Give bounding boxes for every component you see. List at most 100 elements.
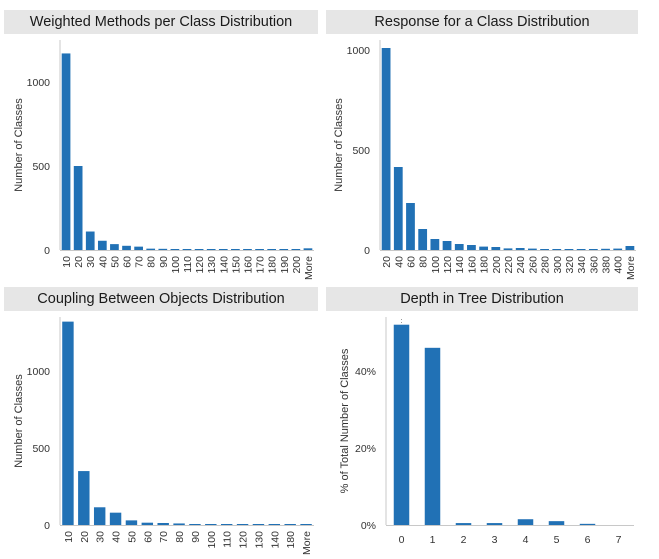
- rfc-bar: [527, 248, 537, 250]
- chart-panel-wmc: Weighted Methods per Class Distribution …: [4, 10, 318, 280]
- wmc-bar: [303, 248, 313, 250]
- dit-y-axis-label: % of Total Number of Classes: [339, 348, 351, 493]
- chart-dit: 0% 20% 40% % of Total Number of Classes 0 1 2 3…: [339, 317, 634, 546]
- cbo-bar: [268, 524, 281, 525]
- wmc-x-tick-label: 40: [97, 256, 109, 268]
- rfc-bar: [430, 239, 440, 250]
- rfc-x-tick-label: 280: [540, 256, 552, 274]
- rfc-y-tick-label: 0: [364, 245, 370, 257]
- rfc-x-tick-label: 160: [466, 256, 478, 274]
- wmc-bar: [170, 249, 180, 250]
- cbo-x-tick-label: 60: [142, 531, 154, 543]
- wmc-x-tick-label: 60: [122, 256, 134, 268]
- rfc-x-tick-label: 400: [613, 256, 625, 274]
- rfc-bar: [540, 249, 549, 250]
- rfc-x-tick-label: 100: [430, 256, 442, 274]
- cbo-x-tick-label: 50: [126, 531, 138, 543]
- cbo-x-tick-label: More: [301, 531, 313, 555]
- wmc-x-tick-label: 30: [85, 256, 97, 268]
- wmc-bar: [218, 249, 228, 250]
- cbo-y-tick-label: 0: [44, 520, 50, 532]
- rfc-bar: [381, 48, 391, 250]
- cbo-bar: [189, 524, 201, 525]
- rfc-bar: [467, 245, 476, 250]
- cbo-bar: [173, 523, 185, 525]
- dit-x-tick-label: 7: [616, 534, 622, 546]
- dit-x-tick-label: 3: [492, 534, 498, 546]
- rfc-x-tick-label: 80: [418, 256, 430, 268]
- wmc-bar: [267, 249, 277, 250]
- wmc-bar: [158, 248, 168, 250]
- rfc-x-tick-label: 240: [515, 256, 527, 274]
- chart-panel-cbo: Coupling Between Objects Distribution 0 5…: [4, 287, 318, 555]
- dit-x-tick-label: 6: [585, 534, 591, 546]
- wmc-bar: [182, 249, 192, 250]
- dit-bar: [393, 324, 410, 525]
- rfc-x-tick-label: 260: [527, 256, 539, 274]
- rfc-x-tick-label: 320: [564, 256, 576, 274]
- rfc-x-tick-label: 120: [442, 256, 454, 274]
- dit-y-tick-label: 40%: [355, 366, 376, 378]
- rfc-bar: [625, 246, 635, 250]
- rfc-bar: [613, 248, 623, 250]
- dit-bar: [486, 523, 503, 525]
- wmc-x-tick-label: 200: [291, 256, 303, 274]
- rfc-x-tick-label: 220: [503, 256, 515, 274]
- rfc-x-tick-label: 360: [588, 256, 600, 274]
- rfc-bar: [588, 249, 598, 250]
- rfc-y-tick-label: 500: [352, 145, 370, 157]
- rfc-y-tick-label: 1000: [347, 45, 371, 57]
- cbo-bar: [109, 512, 122, 525]
- cbo-y-tick-label: 500: [32, 443, 50, 455]
- wmc-bar: [122, 245, 131, 250]
- wmc-y-tick-label: 1000: [27, 77, 51, 89]
- chart-title-rfc: Response for a Class Distribution: [326, 10, 638, 34]
- wmc-bar: [134, 246, 143, 250]
- rfc-x-tick-label: 300: [552, 256, 564, 274]
- rfc-x-tick-label: 340: [576, 256, 588, 274]
- wmc-x-tick-label: 10: [61, 256, 73, 268]
- rfc-x-tick-label: More: [625, 256, 637, 280]
- wmc-bar: [146, 248, 156, 250]
- wmc-bar: [110, 244, 119, 250]
- cbo-y-axis-label: Number of Classes: [13, 374, 25, 468]
- dit-bar: [517, 519, 534, 525]
- cbo-x-tick-label: 30: [95, 531, 107, 543]
- rfc-bar: [515, 248, 525, 250]
- rfc-bar: [393, 167, 403, 250]
- cbo-bar: [300, 524, 312, 525]
- cbo-y-tick-label: 1000: [27, 366, 51, 378]
- chart-title-dit: Depth in Tree Distribution: [326, 287, 638, 311]
- rfc-bar: [491, 247, 501, 250]
- rfc-bar: [503, 248, 513, 250]
- rfc-bar: [552, 249, 562, 250]
- cbo-bar: [93, 507, 106, 525]
- wmc-x-tick-label: 120: [194, 256, 206, 274]
- wmc-x-tick-label: 90: [158, 256, 170, 268]
- wmc-bar: [85, 231, 95, 250]
- wmc-x-tick-label: 70: [134, 256, 146, 268]
- cbo-bar: [205, 524, 217, 525]
- rfc-y-axis-label: Number of Classes: [333, 98, 345, 192]
- dit-y-tick-label: 0%: [361, 520, 376, 532]
- dit-x-tick-label: 1: [430, 534, 436, 546]
- wmc-x-tick-label: 160: [242, 256, 254, 274]
- rfc-x-tick-label: 380: [601, 256, 613, 274]
- rfc-bar: [576, 249, 586, 250]
- cbo-x-tick-label: 40: [111, 531, 123, 543]
- cbo-x-tick-label: 70: [158, 531, 170, 543]
- chart-title-cbo: Coupling Between Objects Distribution: [4, 287, 318, 311]
- chart-panel-rfc: Response for a Class Distribution 0 500 10…: [326, 10, 638, 280]
- cbo-bar: [220, 524, 233, 525]
- wmc-x-tick-label: 80: [146, 256, 158, 268]
- cbo-x-tick-label: 110: [222, 531, 234, 548]
- rfc-bar: [406, 203, 415, 250]
- cbo-x-tick-label: 180: [285, 531, 297, 549]
- cbo-x-tick-label: 20: [79, 531, 91, 543]
- wmc-y-tick-label: 500: [32, 161, 50, 173]
- dit-bar: [548, 521, 565, 525]
- cbo-x-tick-label: 120: [238, 531, 250, 549]
- wmc-x-tick-label: 50: [109, 256, 121, 268]
